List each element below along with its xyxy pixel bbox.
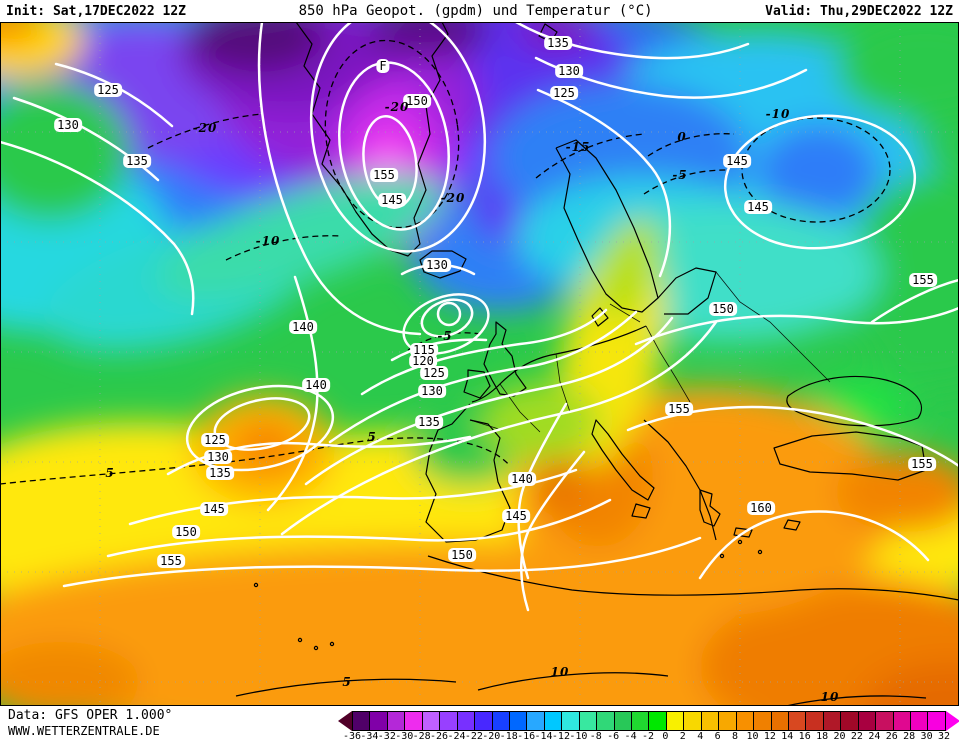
colorbar-tick-label: 18: [816, 731, 829, 741]
colorbar-cell: [736, 712, 755, 730]
colorbar-tick-label: -2: [641, 731, 655, 741]
country-borders: [469, 271, 831, 433]
colorbar-cell: [876, 712, 894, 730]
colorbar-tick-label: 14: [781, 731, 794, 741]
colorbar-cell: [492, 712, 510, 730]
colorbar-tick-label: 12: [763, 731, 776, 741]
colorbar-tick-label: 2: [679, 731, 686, 741]
colorbar-under-range-arrow-icon: [338, 711, 352, 731]
data-source-label: Data: GFS OPER 1.000°: [8, 708, 173, 723]
colorbar-cell: [806, 712, 824, 730]
colorbar-tick-label: 0: [662, 731, 669, 741]
colorbar-cell: [579, 712, 598, 730]
colorbar-cell: [387, 712, 406, 730]
colorbar-tick-label: -18: [499, 731, 518, 741]
colorbar-tick-label: 6: [714, 731, 721, 741]
colorbar-cell: [632, 712, 650, 730]
footer-bar: Data: GFS OPER 1.000° WWW.WETTERZENTRALE…: [0, 706, 959, 741]
colorbar-tick-label: -16: [517, 731, 536, 741]
colorbar-tick-label: -14: [534, 731, 553, 741]
colorbar-tick-label: 20: [833, 731, 846, 741]
geopotential-contours: [0, 22, 959, 612]
colorbar-tick-label: -22: [464, 731, 483, 741]
colorbar-tick-label: -4: [624, 731, 637, 741]
colorbar-cell: [788, 712, 807, 730]
header-bar: Init: Sat,17DEC2022 12Z 850 hPa Geopot. …: [0, 0, 959, 22]
colorbar-cell: [823, 712, 842, 730]
colorbar-cell: [684, 712, 702, 730]
colorbar-tick-label: -30: [395, 731, 414, 741]
colorbar-cell: [754, 712, 772, 730]
colorbar-tick-label: -28: [412, 731, 431, 741]
colorbar-tick-label: -24: [447, 731, 466, 741]
colorbar-tick-label: -20: [482, 731, 501, 741]
map-title: 850 hPa Geopot. (gpdm) und Temperatur (°…: [298, 3, 653, 19]
colorbar-cell: [405, 712, 423, 730]
colorbar-cell: [771, 712, 789, 730]
colorbar-cell: [440, 712, 458, 730]
colorbar-tick-label: 4: [697, 731, 704, 741]
temperature-contours: [0, 39, 927, 706]
colorbar-cell: [457, 712, 476, 730]
colorbar-cell: [353, 712, 371, 730]
colorbar-cell: [562, 712, 580, 730]
colorbar-tick-label: 28: [903, 731, 916, 741]
map-area: [0, 22, 959, 706]
colorbar-cell: [841, 712, 859, 730]
colorbar-cell: [701, 712, 720, 730]
colorbar-tick-label: 10: [746, 731, 759, 741]
colorbar-cell: [649, 712, 667, 730]
colorbar-tick-label: 8: [732, 731, 739, 741]
colorbar-cell: [911, 712, 929, 730]
init-time-label: Init: Sat,17DEC2022 12Z: [6, 3, 187, 19]
colorbar-cell: [597, 712, 615, 730]
colorbar-tick-label: 24: [868, 731, 881, 741]
colorbar: -36 -34 -32 -30 -28 -26 -24 -22 -20 -18 -16 -14 -12-…: [338, 711, 959, 741]
colorbar-cell: [666, 712, 685, 730]
colorbar-cell: [422, 712, 441, 730]
colorbar-tick-label: -10: [569, 731, 588, 741]
colorbar-cell: [370, 712, 388, 730]
colorbar-labels: -36 -34 -32 -30 -28 -26 -24 -22 -20 -18 -16 -14 -12-…: [343, 731, 950, 741]
colorbar-over-range-arrow-icon: [946, 711, 959, 731]
colorbar-cell: [893, 712, 911, 730]
colorbar-tick-label: 32: [937, 731, 951, 741]
colorbar-tick-label: -34: [360, 731, 379, 741]
weather-map: [0, 22, 959, 706]
colorbar-cell: [719, 712, 737, 730]
colorbar-tick-label: -26: [430, 731, 449, 741]
colorbar-cell: [527, 712, 545, 730]
colorbar-tick-label: -6: [607, 731, 620, 741]
colorbar-tick-label: 16: [798, 731, 811, 741]
valid-time-label: Valid: Thu,29DEC2022 12Z: [765, 3, 953, 19]
colorbar-cell: [475, 712, 493, 730]
colorbar-tick-label: 30: [920, 731, 933, 741]
website-label: WWW.WETTERZENTRALE.DE: [8, 724, 160, 738]
colorbar-cell: [509, 712, 528, 730]
colorbar-cell: [858, 712, 877, 730]
colorbar-cell: [544, 712, 563, 730]
colorbar-tick-label: -8: [589, 731, 602, 741]
colorbar-tick-label: -32: [377, 731, 396, 741]
colorbar-cell: [928, 712, 945, 730]
colorbar-tick-label: 22: [850, 731, 863, 741]
colorbar-tick-label: -36: [342, 731, 362, 741]
colorbar-tick-label: -12: [551, 731, 570, 741]
colorbar-tick-label: 26: [885, 731, 898, 741]
colorbar-cells: [352, 711, 946, 731]
colorbar-cell: [614, 712, 632, 730]
